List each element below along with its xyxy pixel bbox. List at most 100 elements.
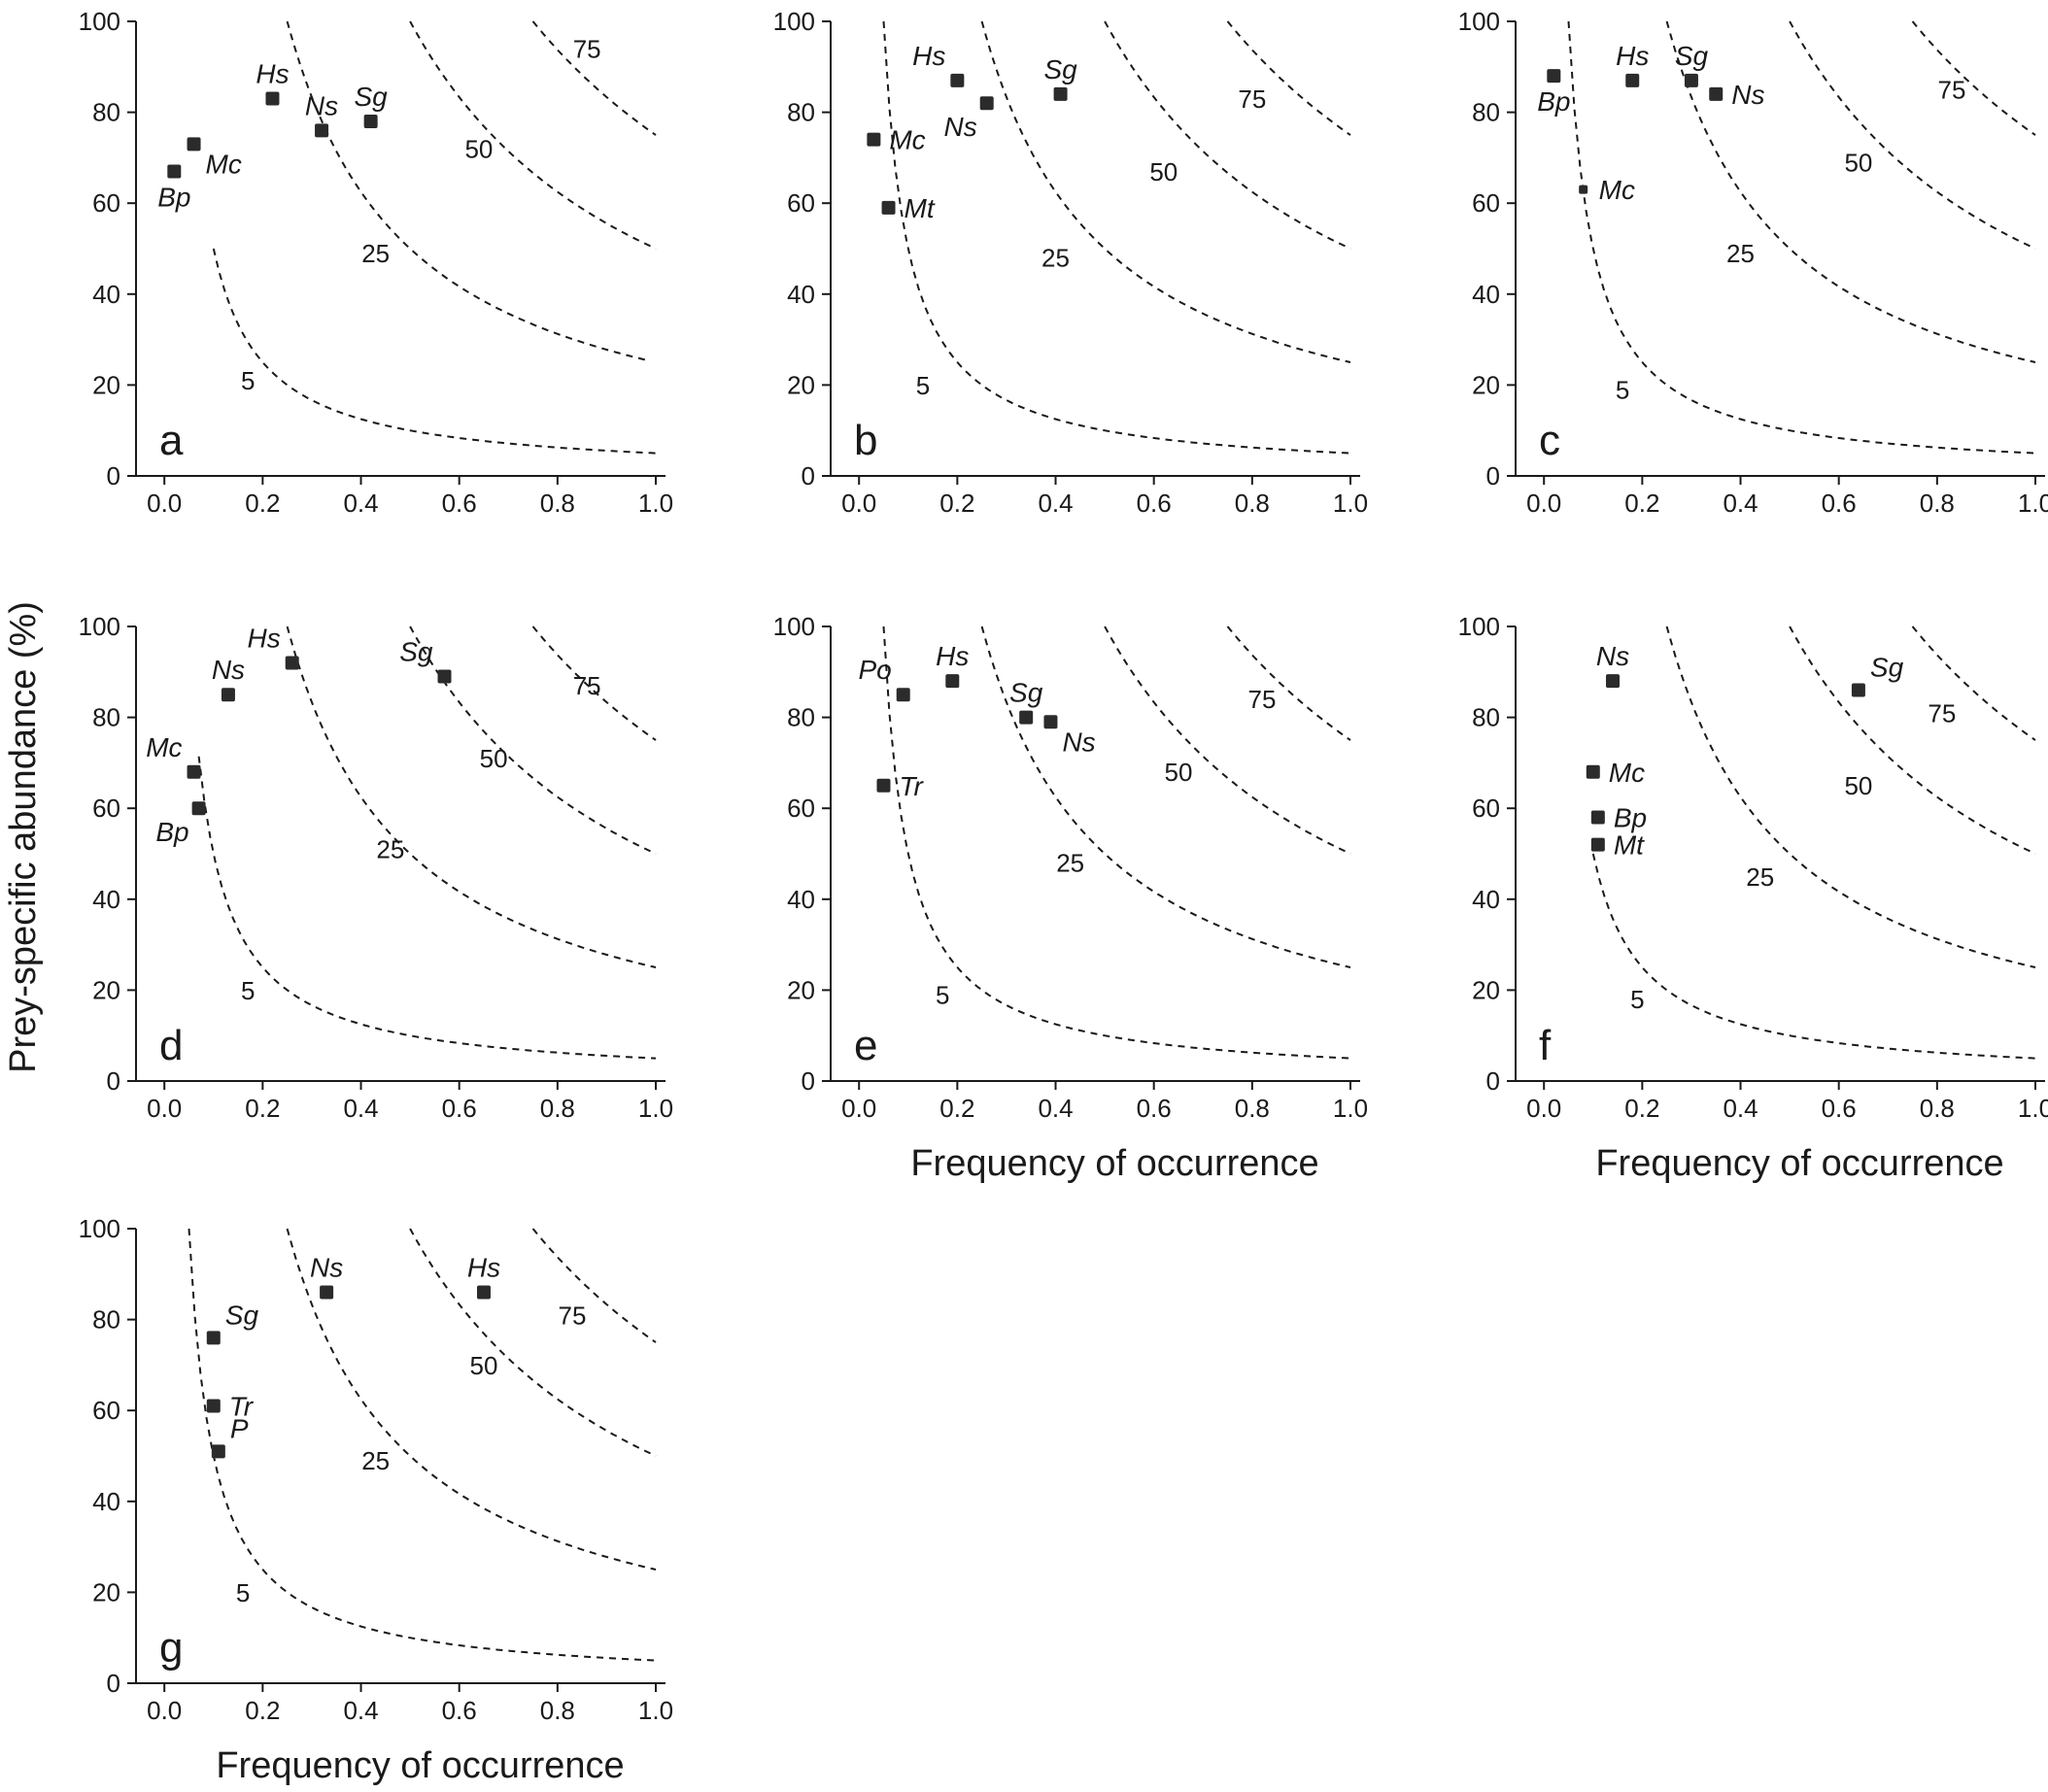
data-point-Ns (1709, 86, 1724, 101)
data-point-Hs (950, 73, 965, 87)
y-tick-label: 100 (79, 1214, 120, 1243)
y-tick-label: 40 (92, 1487, 120, 1516)
point-label-Tr: Tr (899, 771, 924, 801)
contour-label-5: 5 (1630, 985, 1644, 1014)
contour-line-50 (1104, 626, 1351, 855)
contour-line-25 (286, 626, 657, 968)
x-tick-label: 0.2 (245, 489, 280, 518)
data-point-Ns (315, 123, 329, 138)
contour-label-25: 25 (1726, 239, 1755, 268)
point-label-Sg: Sg (1009, 678, 1043, 708)
y-tick-label: 60 (1472, 794, 1500, 823)
x-tick-label: 0.6 (442, 1094, 477, 1123)
x-tick-label: 0.6 (1822, 489, 1857, 518)
y-tick-label: 20 (787, 975, 815, 1004)
panel-c: 0.0 0.2 0.4 0.6 0.8 1.0 0 20 40 60 80 100 5 25 50 75 Bp H… (1458, 7, 2048, 518)
panel-letter: b (854, 417, 877, 464)
contour-label-75: 75 (1938, 76, 1966, 105)
y-tick-label: 80 (92, 1305, 120, 1335)
x-tick-label: 0.0 (841, 489, 876, 518)
contour-line-50 (1104, 20, 1351, 250)
y-tick-label: 100 (1458, 612, 1500, 641)
contour-label-75: 75 (1238, 85, 1266, 114)
y-tick-label: 60 (92, 188, 120, 218)
y-tick-label: 40 (92, 885, 120, 914)
contour-line-5 (212, 248, 657, 455)
data-point-Hs (476, 1285, 491, 1300)
x-tick-label: 0.4 (1723, 1094, 1758, 1123)
contour-label-50: 50 (480, 744, 508, 773)
contour-line-75 (1226, 626, 1351, 741)
x-tick-label: 0.2 (245, 1094, 280, 1123)
contour-label-5: 5 (936, 980, 949, 1009)
y-tick-label: 80 (787, 98, 815, 127)
data-point-Hs (265, 91, 280, 106)
contour-label-25: 25 (1746, 862, 1774, 892)
point-label-Bp: Bp (155, 817, 188, 847)
panel-b: 0.0 0.2 0.4 0.6 0.8 1.0 0 20 40 60 80 100 5 25 50 75 Hs S… (773, 7, 1368, 518)
contour-line-5 (882, 20, 1351, 455)
point-label-Sg: Sg (1675, 41, 1709, 71)
panel-letter: f (1539, 1022, 1552, 1069)
contour-label-5: 5 (916, 371, 930, 400)
x-tick-label: 0.0 (147, 489, 182, 518)
x-tick-label: 0.4 (1038, 1094, 1073, 1123)
point-label-Ns: Ns (212, 655, 245, 685)
x-tick-label: 1.0 (638, 489, 673, 518)
data-point-Mc (1579, 185, 1588, 194)
x-tick-label: 0.4 (1038, 489, 1073, 518)
point-label-Sg: Sg (355, 82, 389, 112)
contour-line-25 (1665, 626, 2036, 968)
point-label-Ns: Ns (310, 1253, 343, 1283)
y-tick-label: 100 (79, 612, 120, 641)
point-label-Sg: Sg (225, 1300, 259, 1330)
contour-line-75 (531, 1228, 657, 1343)
x-tick-label: 0.8 (540, 1696, 575, 1725)
data-point-Sg (206, 1331, 221, 1345)
point-label-Bp: Bp (157, 182, 190, 212)
y-tick-label: 20 (1472, 370, 1500, 399)
data-point-Mc (867, 132, 881, 147)
x-tick-label: 0.6 (1137, 1094, 1172, 1123)
contour-label-5: 5 (241, 976, 255, 1005)
point-label-Sg: Sg (399, 636, 433, 666)
y-tick-label: 100 (1458, 7, 1500, 36)
y-tick-label: 80 (1472, 703, 1500, 732)
point-label-Tr: Tr (229, 1392, 255, 1422)
contour-line-50 (409, 20, 657, 250)
y-axis-title: Prey-specific abundance (%) (3, 601, 44, 1073)
data-point-Bp (1590, 810, 1605, 825)
x-tick-label: 0.6 (442, 1696, 477, 1725)
contour-line-75 (1911, 626, 2036, 741)
contour-label-50: 50 (1149, 157, 1178, 186)
contour-label-75: 75 (1247, 685, 1276, 714)
y-tick-label: 20 (1472, 975, 1500, 1004)
y-tick-label: 0 (107, 1066, 120, 1096)
x-tick-label: 1.0 (638, 1696, 673, 1725)
data-point-Hs (945, 674, 960, 689)
point-label-Hs: Hs (1616, 41, 1649, 71)
x-tick-label: 0.8 (540, 489, 575, 518)
contour-line-50 (409, 1228, 657, 1457)
point-label-Mc: Mc (1599, 175, 1635, 205)
data-point-Sg (1019, 710, 1034, 725)
x-tick-label: 0.4 (343, 489, 378, 518)
x-tick-label: 0.2 (939, 1094, 974, 1123)
x-tick-label: 0.0 (1526, 1094, 1561, 1123)
y-tick-label: 60 (787, 794, 815, 823)
contour-line-25 (980, 626, 1351, 968)
contour-label-50: 50 (1844, 148, 1872, 177)
contour-line-50 (1789, 626, 2036, 855)
x-tick-label: 0.6 (442, 489, 477, 518)
panel-letter: e (854, 1022, 877, 1069)
data-point-Sg (437, 669, 452, 684)
x-tick-label: 0.6 (1822, 1094, 1857, 1123)
point-label-Mt: Mt (905, 193, 936, 223)
data-point-Sg (1684, 73, 1698, 87)
y-tick-label: 80 (92, 703, 120, 732)
y-tick-label: 40 (1472, 280, 1500, 309)
data-point-Mt (1590, 837, 1605, 852)
data-point-Tr (876, 778, 891, 793)
contour-line-5 (1567, 20, 2036, 455)
